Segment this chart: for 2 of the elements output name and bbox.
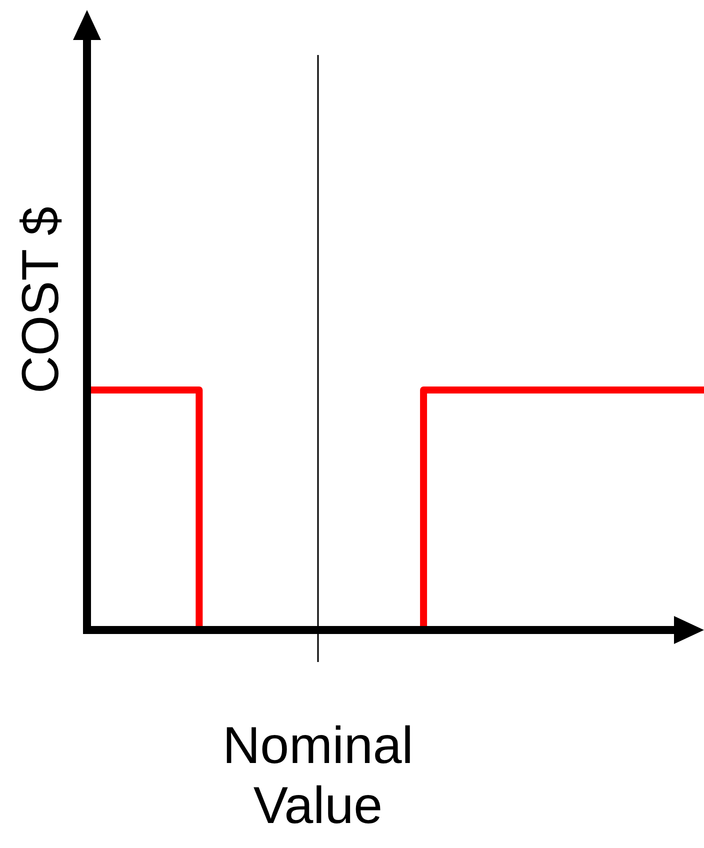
y-axis-title: COST $ [12,206,70,394]
x-axis-title: Nominal Value [222,717,414,835]
